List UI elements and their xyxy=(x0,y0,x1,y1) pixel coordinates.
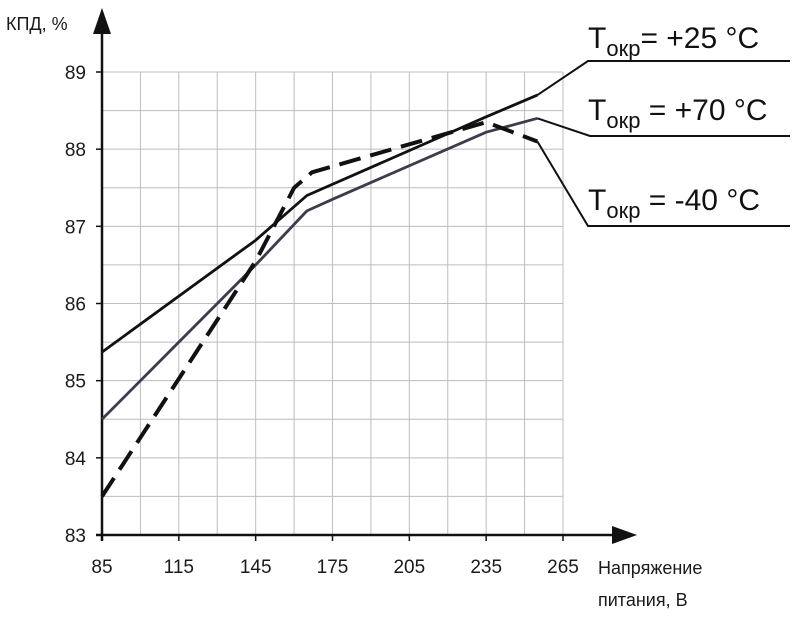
x-tick-label: 115 xyxy=(164,557,194,578)
grid xyxy=(101,71,564,536)
y-tick-label: 84 xyxy=(65,449,87,470)
series-lines xyxy=(100,93,539,498)
y-axis-label: КПД, % xyxy=(6,14,68,34)
y-tick-label: 83 xyxy=(65,526,86,547)
legend-label-minus40: Токр = -40 °C xyxy=(588,184,760,223)
legend-label-plus70: Токр = +70 °C xyxy=(588,94,768,133)
y-tick-label: 88 xyxy=(65,140,86,161)
y-tick-label: 86 xyxy=(65,295,86,316)
x-tick-label: 265 xyxy=(547,557,579,578)
series-line-plus70 xyxy=(101,116,538,421)
x-tick-label: 85 xyxy=(91,557,112,578)
y-tick-label: 89 xyxy=(65,63,86,84)
x-tick-label: 205 xyxy=(393,557,425,578)
legend-leader-minus40 xyxy=(536,140,790,227)
y-tick-label: 87 xyxy=(65,217,86,238)
x-tick-label: 175 xyxy=(317,557,349,578)
legend-label-plus25: Токр= +25 °C xyxy=(588,22,759,61)
series-line-plus25 xyxy=(101,93,538,354)
y-tick-label: 85 xyxy=(65,372,86,393)
legend-leader-plus25 xyxy=(536,60,790,96)
tick-labels: 85 115 145 175 205 235 265 83 84 85 86 87 88 89 xyxy=(65,63,579,578)
x-axis-label-line2: питания, В xyxy=(598,590,688,610)
series-line-minus40 xyxy=(100,120,539,498)
x-axis-label-line1: Напряжение xyxy=(598,558,702,578)
x-tick-label: 235 xyxy=(470,557,502,578)
y-axis-arrow xyxy=(93,8,111,34)
legend-leader-plus70 xyxy=(537,117,790,137)
x-tick-label: 145 xyxy=(240,557,272,578)
axes xyxy=(93,8,637,544)
legend: Токр= +25 °C Токр = +70 °C Токр = -40 °C xyxy=(536,22,790,227)
x-axis-arrow xyxy=(612,526,637,544)
